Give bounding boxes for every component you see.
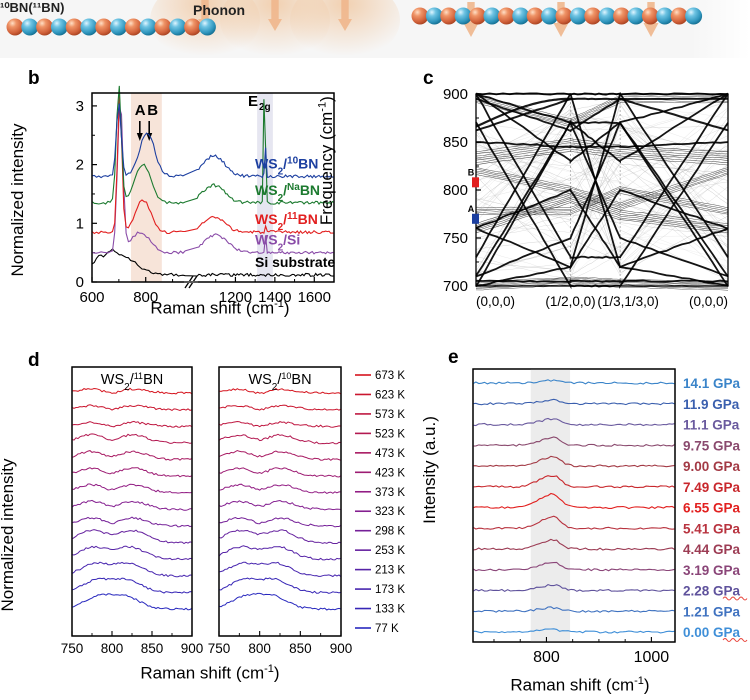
svg-text:800: 800 bbox=[443, 182, 468, 199]
svg-text:213 K: 213 K bbox=[375, 565, 405, 577]
svg-text:4.44 GPa: 4.44 GPa bbox=[683, 542, 741, 557]
svg-text:2: 2 bbox=[76, 157, 84, 174]
svg-text:800: 800 bbox=[133, 289, 158, 306]
svg-text:850: 850 bbox=[443, 134, 468, 151]
svg-text:6.55 GPa: 6.55 GPa bbox=[683, 501, 741, 516]
svg-text:1.21 GPa: 1.21 GPa bbox=[683, 604, 741, 619]
svg-text:850: 850 bbox=[289, 641, 312, 656]
svg-text:11.1 GPa: 11.1 GPa bbox=[683, 418, 740, 433]
svg-text:5.41 GPa: 5.41 GPa bbox=[683, 521, 741, 536]
svg-text:700: 700 bbox=[443, 278, 468, 295]
svg-text:1000: 1000 bbox=[634, 649, 670, 666]
svg-text:523 K: 523 K bbox=[375, 428, 405, 440]
svg-text:(0,0,0): (0,0,0) bbox=[689, 294, 728, 309]
svg-text:423 K: 423 K bbox=[375, 467, 405, 479]
svg-text:3: 3 bbox=[76, 98, 84, 115]
svg-text:A: A bbox=[135, 102, 146, 119]
svg-text:800: 800 bbox=[248, 641, 271, 656]
svg-text:9.00 GPa: 9.00 GPa bbox=[683, 459, 741, 474]
svg-text:900: 900 bbox=[443, 86, 468, 103]
svg-text:(0,0,0): (0,0,0) bbox=[476, 294, 515, 309]
svg-text:1400: 1400 bbox=[258, 289, 291, 306]
svg-text:900: 900 bbox=[181, 641, 204, 656]
svg-text:0.00 GPa: 0.00 GPa bbox=[683, 625, 741, 640]
svg-text:673 K: 673 K bbox=[375, 370, 405, 382]
svg-text:1200: 1200 bbox=[219, 289, 252, 306]
svg-text:253 K: 253 K bbox=[375, 545, 405, 557]
svg-text:800: 800 bbox=[533, 649, 560, 666]
svg-text:11.9 GPa: 11.9 GPa bbox=[683, 397, 740, 412]
svg-text:750: 750 bbox=[208, 641, 231, 656]
svg-text:14.1 GPa: 14.1 GPa bbox=[683, 376, 741, 391]
svg-text:3.19 GPa: 3.19 GPa bbox=[683, 563, 741, 578]
svg-text:323 K: 323 K bbox=[375, 506, 405, 518]
svg-text:750: 750 bbox=[61, 641, 84, 656]
svg-text:573 K: 573 K bbox=[375, 409, 405, 421]
svg-text:(1/2,0,0): (1/2,0,0) bbox=[545, 294, 595, 309]
svg-text:77 K: 77 K bbox=[375, 623, 399, 635]
svg-text:B: B bbox=[147, 102, 158, 119]
svg-text:1600: 1600 bbox=[298, 289, 331, 306]
svg-text:623 K: 623 K bbox=[375, 389, 405, 401]
svg-text:850: 850 bbox=[141, 641, 164, 656]
svg-text:(1/3,1/3,0): (1/3,1/3,0) bbox=[597, 294, 659, 309]
svg-text:B: B bbox=[468, 167, 475, 177]
svg-text:298 K: 298 K bbox=[375, 526, 405, 538]
svg-text:E: E bbox=[248, 93, 258, 110]
svg-text:WS2/11BN: WS2/11BN bbox=[101, 371, 163, 393]
svg-text:600: 600 bbox=[79, 289, 104, 306]
svg-text:133 K: 133 K bbox=[375, 604, 405, 616]
svg-text:373 K: 373 K bbox=[375, 487, 405, 499]
svg-text:800: 800 bbox=[101, 641, 124, 656]
svg-text:173 K: 173 K bbox=[375, 584, 405, 596]
svg-text:750: 750 bbox=[443, 230, 468, 247]
svg-text:A: A bbox=[468, 204, 475, 214]
svg-text:473 K: 473 K bbox=[375, 448, 405, 460]
svg-text:7.49 GPa: 7.49 GPa bbox=[683, 480, 741, 495]
svg-text:1: 1 bbox=[76, 215, 84, 232]
svg-text:900: 900 bbox=[330, 641, 353, 656]
svg-text:9.75 GPa: 9.75 GPa bbox=[683, 438, 741, 453]
svg-text:2.28 GPa: 2.28 GPa bbox=[683, 584, 741, 599]
